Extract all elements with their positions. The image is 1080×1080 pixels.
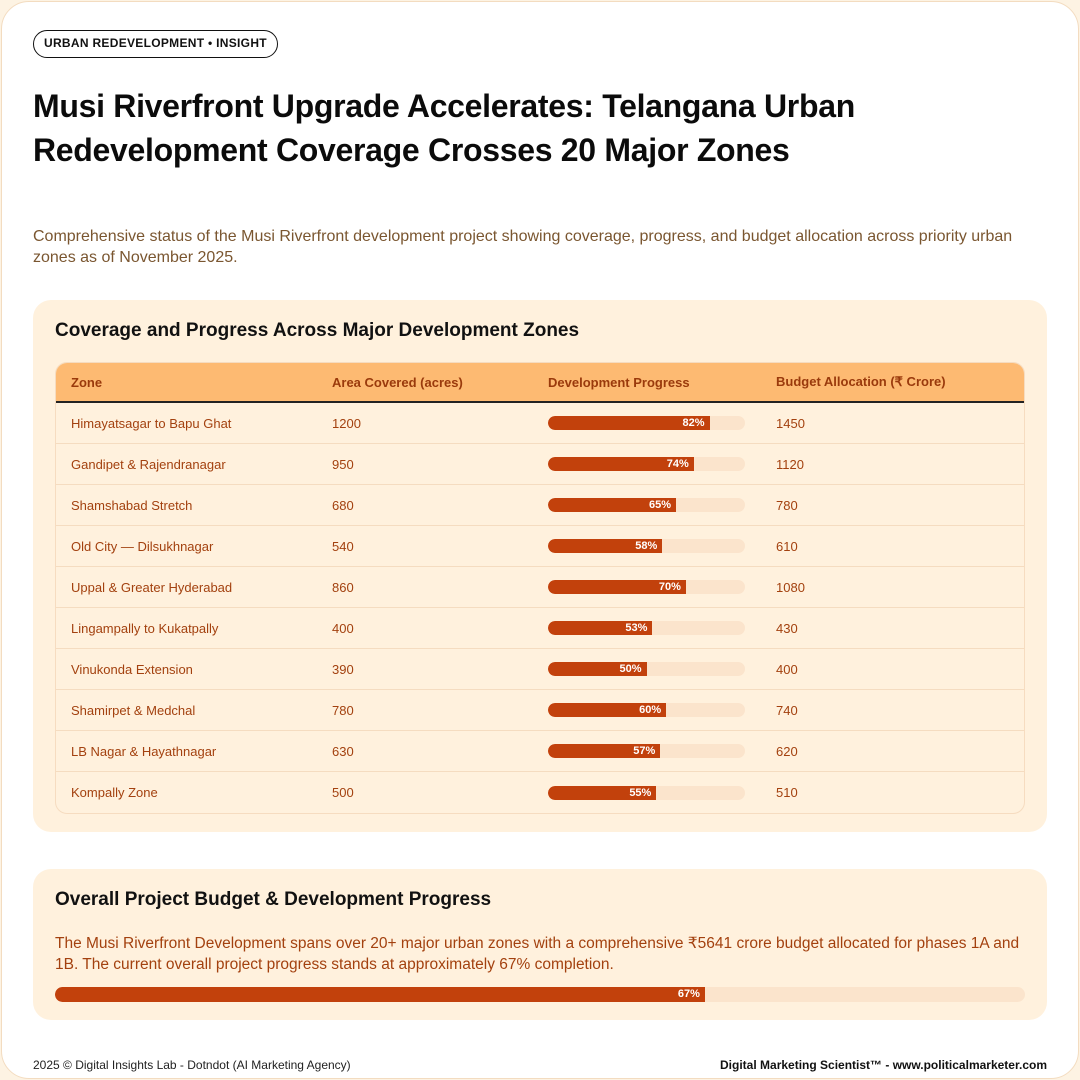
- budget-allocation: 780: [776, 497, 798, 513]
- table-row: LB Nagar & Hayathnagar 630 57% 620: [56, 731, 1024, 772]
- budget-allocation: 740: [776, 702, 798, 718]
- area-covered: 780: [332, 702, 354, 718]
- zones-card-title: Coverage and Progress Across Major Devel…: [55, 320, 580, 341]
- budget-allocation: 400: [776, 661, 798, 677]
- page-title: Musi Riverfront Upgrade Accelerates: Tel…: [33, 88, 855, 168]
- area-covered: 630: [332, 743, 354, 759]
- zone-name: Uppal & Greater Hyderabad: [71, 579, 233, 595]
- area-covered: 390: [332, 661, 354, 677]
- table-row: Old City — Dilsukhnagar 540 58% 610: [56, 526, 1024, 567]
- progress-fill: 60%: [548, 703, 667, 717]
- footer-brand: Digital Marketing Scientist™ - www.polit…: [720, 1058, 1047, 1072]
- progress-fill: 74%: [548, 457, 694, 471]
- table-row: Vinukonda Extension 390 50% 400: [56, 649, 1024, 690]
- zone-name: LB Nagar & Hayathnagar: [71, 743, 217, 759]
- progress-bar: 58%: [548, 539, 745, 553]
- zone-name: Lingampally to Kukatpally: [71, 620, 219, 636]
- header-zone: Zone: [71, 374, 103, 390]
- budget-allocation: 1120: [776, 456, 804, 472]
- budget-allocation: 1450: [776, 415, 805, 431]
- progress-bar: 55%: [548, 785, 745, 800]
- progress-fill: 55%: [548, 785, 657, 800]
- budget-allocation: 610: [776, 538, 798, 554]
- zone-name: Shamirpet & Medchal: [71, 702, 196, 718]
- progress-fill: 58%: [548, 539, 663, 553]
- area-covered: 500: [332, 785, 354, 800]
- progress-fill: 82%: [548, 416, 710, 430]
- overall-progress-bar: 67%: [55, 987, 1025, 1002]
- progress-bar: 50%: [548, 662, 745, 676]
- progress-bar: 82%: [548, 416, 745, 430]
- table-row: Shamshabad Stretch 680 65% 780: [56, 485, 1024, 526]
- area-covered: 1200: [332, 415, 361, 431]
- table-row: Lingampally to Kukatpally 400 53% 430: [56, 608, 1024, 649]
- progress-fill: 50%: [548, 662, 647, 676]
- table-row: Gandipet & Rajendranagar 950 74% 1120: [56, 444, 1024, 485]
- header-progress: Development Progress: [548, 374, 690, 390]
- progress-bar: 74%: [548, 457, 745, 471]
- zone-name: Old City — Dilsukhnagar: [71, 538, 214, 554]
- header-area: Area Covered (acres): [332, 374, 463, 390]
- progress-fill: 65%: [548, 498, 677, 512]
- area-covered: 540: [332, 538, 354, 554]
- overall-card-title: Overall Project Budget & Development Pro…: [55, 889, 492, 910]
- zone-name: Himayatsagar to Bapu Ghat: [71, 415, 232, 431]
- area-covered: 950: [332, 456, 354, 472]
- footer-copyright: 2025 © Digital Insights Lab - Dotndot (A…: [33, 1058, 351, 1072]
- table-row: Shamirpet & Medchal 780 60% 740: [56, 690, 1024, 731]
- overall-card: Overall Project Budget & Development Pro…: [33, 869, 1047, 1020]
- progress-fill: 53%: [548, 621, 653, 635]
- progress-bar: 53%: [548, 621, 745, 635]
- header-budget: Budget Allocation (₹ Crore): [776, 374, 946, 389]
- progress-bar: 70%: [548, 580, 745, 594]
- zone-name: Vinukonda Extension: [71, 661, 193, 677]
- zone-name: Shamshabad Stretch: [71, 497, 193, 513]
- zone-name: Kompally Zone: [71, 785, 158, 800]
- progress-bar: 57%: [548, 744, 745, 758]
- progress-bar: 60%: [548, 703, 745, 717]
- area-covered: 680: [332, 497, 354, 513]
- overall-description: The Musi Riverfront Development spans ov…: [55, 935, 1020, 973]
- overall-progress-fill: 67%: [55, 987, 705, 1002]
- area-covered: 400: [332, 620, 354, 636]
- budget-allocation: 620: [776, 743, 798, 759]
- page-subtitle: Comprehensive status of the Musi Riverfr…: [33, 228, 1013, 266]
- area-covered: 860: [332, 579, 354, 595]
- zones-table: Zone Area Covered (acres) Development Pr…: [55, 362, 1025, 814]
- category-tag: URBAN REDEVELOPMENT • INSIGHT: [33, 30, 278, 58]
- table-row: Himayatsagar to Bapu Ghat 1200 82% 1450: [56, 403, 1024, 444]
- zones-card: Coverage and Progress Across Major Devel…: [33, 300, 1047, 832]
- progress-fill: 57%: [548, 744, 661, 758]
- budget-allocation: 430: [776, 620, 798, 636]
- table-header: Zone Area Covered (acres) Development Pr…: [56, 363, 1024, 403]
- budget-allocation: 510: [776, 785, 798, 800]
- table-row: Kompally Zone 500 55% 510: [56, 772, 1024, 813]
- zone-name: Gandipet & Rajendranagar: [71, 456, 226, 472]
- progress-fill: 70%: [548, 580, 686, 594]
- table-row: Uppal & Greater Hyderabad 860 70% 1080: [56, 567, 1024, 608]
- budget-allocation: 1080: [776, 579, 805, 595]
- progress-bar: 65%: [548, 498, 745, 512]
